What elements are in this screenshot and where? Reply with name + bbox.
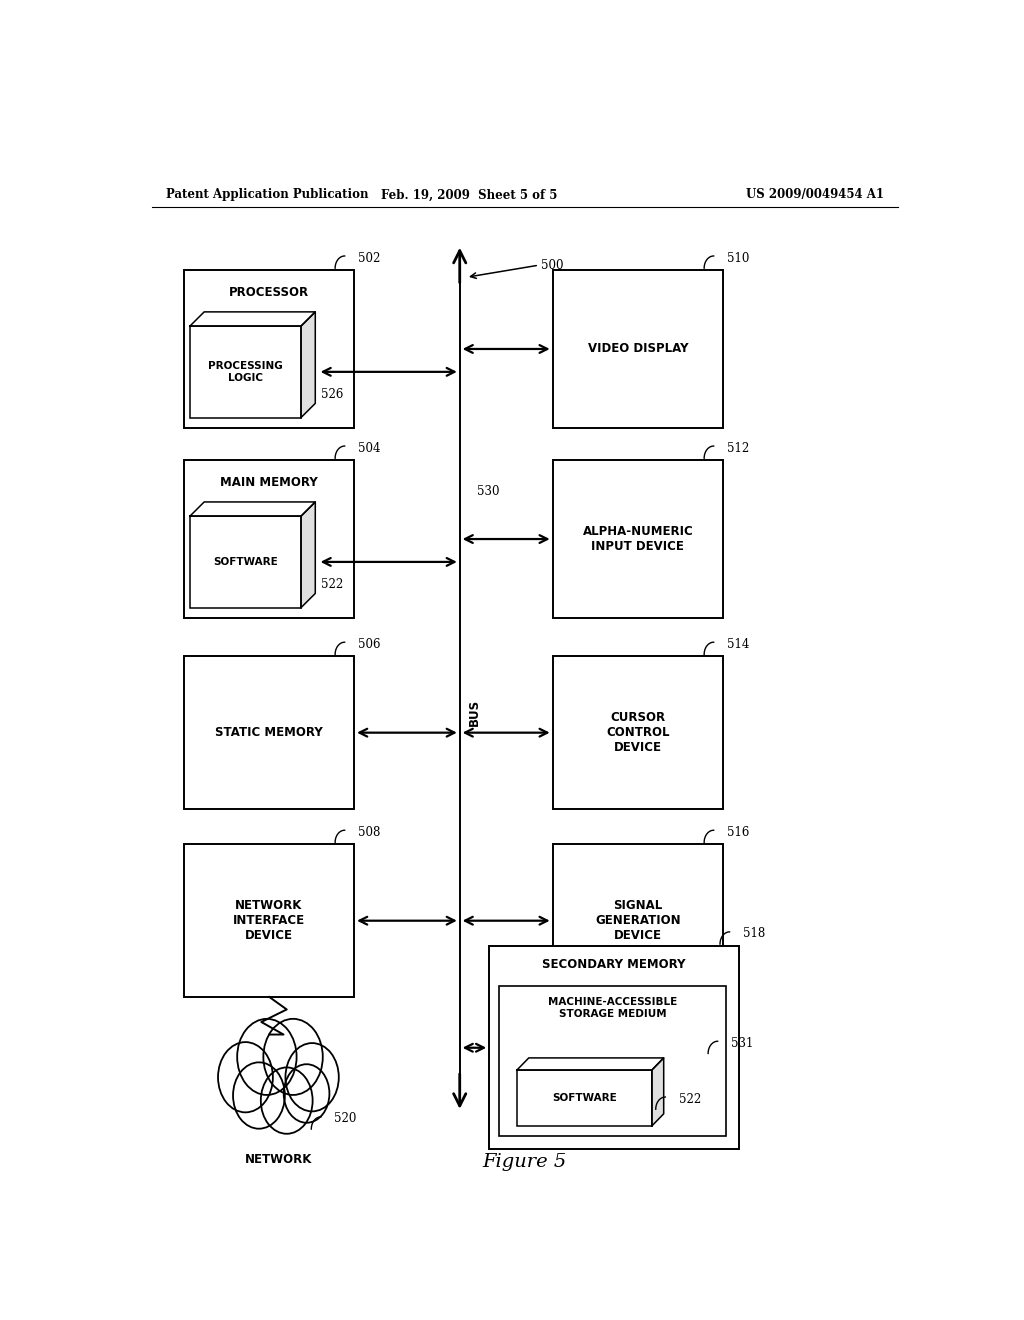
Circle shape (233, 1063, 285, 1129)
Text: US 2009/0049454 A1: US 2009/0049454 A1 (745, 189, 884, 202)
Text: 522: 522 (321, 578, 343, 591)
Bar (553, 271, 723, 428)
Text: 526: 526 (321, 388, 343, 401)
Bar (553, 845, 723, 997)
Text: CURSOR
CONTROL
DEVICE: CURSOR CONTROL DEVICE (606, 711, 670, 754)
Text: 502: 502 (358, 252, 381, 264)
Text: SOFTWARE: SOFTWARE (552, 1093, 616, 1104)
Text: PROCESSOR: PROCESSOR (228, 286, 309, 300)
Text: 531: 531 (731, 1036, 754, 1049)
Text: NETWORK
INTERFACE
DEVICE: NETWORK INTERFACE DEVICE (232, 899, 305, 942)
Bar (517, 1071, 652, 1126)
Circle shape (261, 1068, 312, 1134)
Text: 514: 514 (727, 638, 750, 651)
Bar (500, 986, 726, 1137)
Text: 510: 510 (727, 252, 750, 264)
Text: SIGNAL
GENERATION
DEVICE: SIGNAL GENERATION DEVICE (595, 899, 681, 942)
Text: VIDEO DISPLAY: VIDEO DISPLAY (588, 342, 688, 355)
Polygon shape (301, 502, 315, 607)
Circle shape (286, 1043, 339, 1111)
Text: Feb. 19, 2009  Sheet 5 of 5: Feb. 19, 2009 Sheet 5 of 5 (381, 189, 557, 202)
Text: 506: 506 (358, 638, 381, 651)
Polygon shape (652, 1057, 664, 1126)
Polygon shape (189, 502, 315, 516)
Text: 522: 522 (679, 1093, 701, 1106)
Text: SECONDARY MEMORY: SECONDARY MEMORY (543, 958, 686, 972)
Bar (489, 946, 739, 1150)
Text: SOFTWARE: SOFTWARE (213, 557, 278, 566)
Text: 520: 520 (334, 1113, 356, 1126)
Text: 516: 516 (727, 826, 750, 838)
Text: MAIN MEMORY: MAIN MEMORY (220, 477, 317, 490)
Text: Figure 5: Figure 5 (482, 1152, 567, 1171)
Text: 530: 530 (477, 486, 500, 498)
Bar (553, 656, 723, 809)
Bar (189, 516, 301, 607)
Polygon shape (189, 312, 315, 326)
Text: STATIC MEMORY: STATIC MEMORY (215, 726, 323, 739)
Text: BUS: BUS (468, 698, 480, 726)
Circle shape (284, 1064, 330, 1123)
Text: Patent Application Publication: Patent Application Publication (166, 189, 369, 202)
Bar (553, 461, 723, 618)
Text: 504: 504 (358, 442, 381, 454)
Polygon shape (517, 1057, 664, 1071)
Bar (183, 845, 354, 997)
Text: PROCESSING
LOGIC: PROCESSING LOGIC (208, 362, 283, 383)
Text: MACHINE-ACCESSIBLE
STORAGE MEDIUM: MACHINE-ACCESSIBLE STORAGE MEDIUM (548, 998, 677, 1019)
Text: 508: 508 (358, 826, 381, 838)
Bar (183, 461, 354, 618)
Text: ALPHA-NUMERIC
INPUT DEVICE: ALPHA-NUMERIC INPUT DEVICE (583, 525, 693, 553)
Circle shape (218, 1041, 272, 1113)
Circle shape (238, 1019, 297, 1096)
Text: 500: 500 (541, 259, 563, 272)
Circle shape (263, 1019, 323, 1096)
Bar (183, 271, 354, 428)
Bar (189, 326, 301, 417)
Text: 518: 518 (743, 928, 765, 940)
Bar (183, 656, 354, 809)
Text: NETWORK: NETWORK (245, 1154, 312, 1166)
Text: 512: 512 (727, 442, 750, 454)
Polygon shape (301, 312, 315, 417)
